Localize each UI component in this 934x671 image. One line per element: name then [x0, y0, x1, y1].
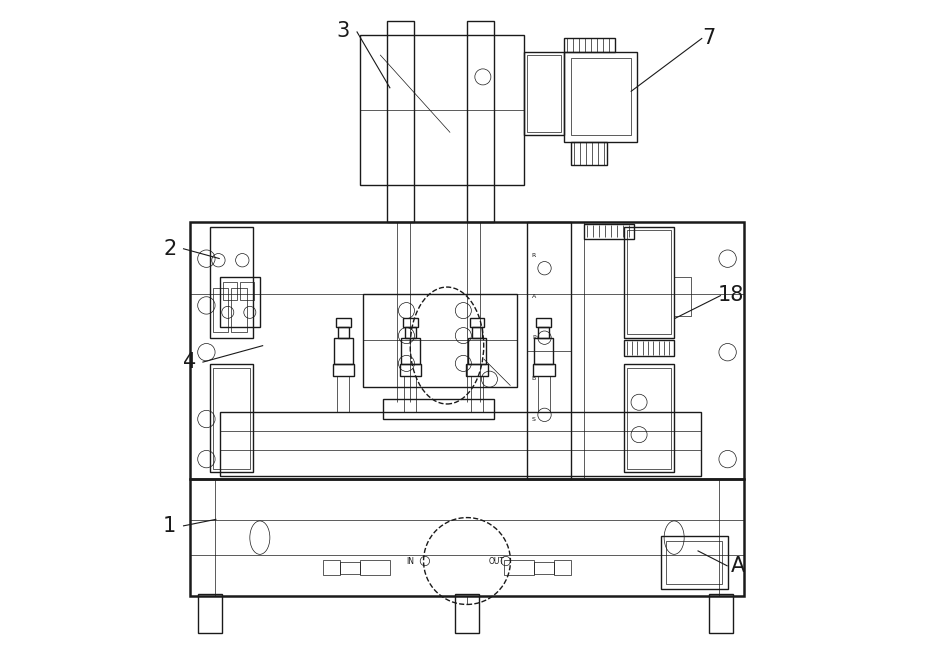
Bar — [323, 560, 340, 575]
Bar — [554, 560, 571, 575]
Bar — [219, 277, 260, 327]
Bar — [340, 562, 361, 574]
Text: P: P — [532, 336, 535, 340]
Bar — [538, 376, 550, 413]
Bar — [404, 327, 416, 338]
Bar — [455, 594, 479, 633]
Bar — [624, 227, 674, 338]
Bar — [210, 227, 253, 338]
Bar — [584, 224, 634, 239]
Bar — [524, 52, 564, 135]
Text: OUT: OUT — [489, 556, 505, 566]
Text: 4: 4 — [183, 352, 196, 372]
Bar — [467, 21, 494, 222]
Bar — [190, 479, 215, 596]
Bar — [334, 338, 353, 364]
Bar — [213, 368, 249, 469]
Bar — [471, 376, 483, 413]
Bar — [387, 21, 414, 222]
Bar — [472, 327, 482, 338]
Text: A: A — [730, 556, 744, 576]
Text: R: R — [531, 253, 536, 258]
Bar — [361, 560, 390, 575]
Bar — [539, 327, 549, 338]
Bar — [400, 364, 421, 376]
Bar — [223, 282, 237, 300]
Bar — [333, 364, 354, 376]
Text: 18: 18 — [717, 285, 744, 305]
Bar — [210, 364, 253, 472]
Bar — [674, 277, 691, 315]
Bar — [564, 52, 637, 142]
Bar — [337, 376, 349, 413]
Bar — [571, 58, 630, 135]
Bar — [404, 376, 417, 413]
Bar — [536, 318, 551, 327]
Bar — [363, 294, 517, 386]
Bar — [534, 562, 554, 574]
Bar — [198, 594, 221, 633]
Text: A: A — [531, 294, 536, 299]
Text: 2: 2 — [163, 239, 177, 258]
Bar — [401, 338, 419, 364]
Bar — [624, 340, 674, 356]
Bar — [666, 541, 722, 584]
Bar — [719, 479, 744, 596]
Bar — [470, 318, 485, 327]
Bar — [468, 338, 487, 364]
Text: B: B — [531, 376, 536, 381]
Bar — [709, 594, 733, 633]
Bar — [384, 399, 494, 419]
Bar — [213, 288, 228, 332]
Text: 3: 3 — [337, 21, 350, 42]
Bar — [503, 560, 534, 575]
Bar — [240, 282, 254, 300]
Bar — [336, 318, 351, 327]
Bar — [571, 222, 584, 479]
Bar — [190, 479, 744, 596]
Bar — [527, 222, 571, 479]
Bar — [527, 55, 560, 132]
Text: IN: IN — [406, 556, 414, 566]
Bar — [466, 364, 488, 376]
Bar — [564, 38, 616, 52]
Text: 7: 7 — [702, 28, 715, 48]
Bar — [361, 35, 524, 185]
Bar — [534, 338, 553, 364]
Bar — [628, 368, 671, 469]
Bar — [628, 230, 671, 334]
Bar — [232, 288, 247, 332]
Text: 1: 1 — [163, 516, 177, 536]
Bar — [660, 536, 728, 589]
Bar — [190, 222, 744, 479]
Bar — [624, 364, 674, 472]
Bar — [403, 318, 417, 327]
Bar — [533, 364, 555, 376]
Bar — [571, 142, 607, 165]
Bar — [219, 413, 700, 476]
Bar — [338, 327, 348, 338]
Text: S: S — [531, 417, 536, 423]
